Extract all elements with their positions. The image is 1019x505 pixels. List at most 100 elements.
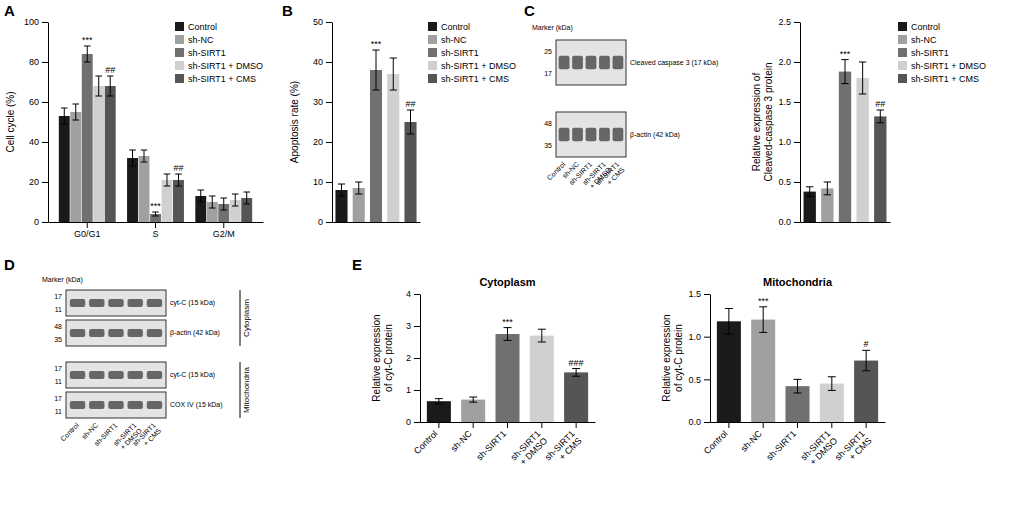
x-tick: sh-SIRT1+ DMSO xyxy=(509,422,550,469)
x-tick: Control xyxy=(412,422,440,456)
bar xyxy=(404,122,416,222)
y-tick: 2 xyxy=(406,353,420,363)
x-tick-label: S xyxy=(152,229,158,239)
y-tick: 1.0 xyxy=(778,137,800,147)
y-axis-title: Cell cycle (%) xyxy=(5,91,16,152)
blot-band xyxy=(128,371,143,379)
x-tick-label: G2/M xyxy=(213,229,235,239)
legend-label: sh-SIRT1 + CMS xyxy=(188,74,256,84)
y-tick-label: 20 xyxy=(29,177,39,187)
y-axis-line xyxy=(710,295,711,423)
legend-swatch xyxy=(175,22,184,31)
text-line: sh-SIRT1 xyxy=(474,429,508,463)
blot-band xyxy=(108,329,123,337)
y-tick: 2.0 xyxy=(778,57,800,67)
bracket xyxy=(240,290,241,346)
bar xyxy=(127,158,138,222)
y-tick-mark xyxy=(414,422,420,423)
y-axis-title: Relative expressionof cyt-C protein xyxy=(371,314,394,401)
marker-label: 11 xyxy=(55,378,62,385)
legend-swatch xyxy=(898,74,907,83)
text-line: Control xyxy=(59,421,80,442)
error-bar xyxy=(84,46,91,62)
chart-title: Cytoplasm xyxy=(479,276,535,288)
y-tick-label: 1.5 xyxy=(688,289,701,299)
y-tick: 30 xyxy=(313,97,332,107)
blot-band xyxy=(613,128,624,142)
x-tick-label: sh-SIRT1+ CMS xyxy=(543,429,584,470)
text-line: Cleaved-caspase 3 protein xyxy=(763,63,774,182)
y-tick: 40 xyxy=(29,137,48,147)
y-tick-label: 80 xyxy=(29,57,39,67)
y-tick-label: 2.0 xyxy=(778,57,791,67)
annotation: ## xyxy=(875,99,885,109)
text-line: + CMS xyxy=(606,166,626,186)
y-tick-mark xyxy=(42,182,48,183)
y-tick-label: 1.5 xyxy=(778,97,791,107)
bar xyxy=(874,116,886,222)
panel-label: D xyxy=(4,256,15,273)
band-label: β-actin (42 kDa) xyxy=(630,131,680,139)
error-bar xyxy=(862,350,870,370)
blot-band xyxy=(70,329,85,337)
error-bar xyxy=(164,174,171,186)
text-line: Control xyxy=(412,429,440,457)
y-tick: 4 xyxy=(406,289,420,299)
x-axis: Controlsh-NCsh-SIRT1sh-SIRT1+ DMSOsh-SIR… xyxy=(702,422,886,469)
y-tick-mark xyxy=(794,222,800,223)
side-label: Mitochondria xyxy=(242,367,251,413)
y-tick: 50 xyxy=(313,17,332,27)
x-tick-label: sh-NC xyxy=(739,428,764,453)
legend-label: sh-SIRT1 xyxy=(441,48,479,58)
legend-swatch xyxy=(175,61,184,70)
blot-band xyxy=(128,299,143,307)
blot-band xyxy=(128,329,143,337)
x-tick: sh-SIRT1 xyxy=(764,422,798,462)
plot-area xyxy=(804,60,887,222)
y-tick-mark xyxy=(794,142,800,143)
annotation: *** xyxy=(371,39,382,49)
x-axis: Controlsh-NCsh-SIRT1sh-SIRT1+ DMSOsh-SIR… xyxy=(412,422,596,469)
marker-label: 17 xyxy=(54,293,62,300)
error-bar xyxy=(372,50,379,90)
x-tick: S xyxy=(152,222,158,239)
y-tick-label: 40 xyxy=(313,57,323,67)
legend-label: sh-NC xyxy=(441,35,467,45)
bar xyxy=(139,156,150,222)
y-tick: 0 xyxy=(318,217,332,227)
error-bar xyxy=(129,150,136,166)
y-tick: 40 xyxy=(313,57,332,67)
legend-swatch xyxy=(175,35,184,44)
blot-band xyxy=(89,329,104,337)
blot-band xyxy=(70,299,85,307)
blot-band xyxy=(586,56,597,70)
annotation: ## xyxy=(173,163,183,173)
y-tick-mark xyxy=(704,337,710,338)
blot-band xyxy=(108,371,123,379)
y-axis-title: Relative expressionof cyt-C protein xyxy=(661,314,684,401)
marker-label: 35 xyxy=(54,336,62,343)
marker-label: 11 xyxy=(55,408,62,415)
legend-label: sh-SIRT1 + CMS xyxy=(441,74,509,84)
x-axis-line xyxy=(333,222,421,223)
y-tick-mark xyxy=(42,142,48,143)
error-bar xyxy=(794,379,802,393)
annotation: ## xyxy=(406,99,416,109)
legend-swatch xyxy=(898,22,907,31)
x-axis xyxy=(801,222,891,223)
text-line: of cyt-C protein xyxy=(673,324,684,392)
error-bar xyxy=(107,76,114,96)
legend-item: sh-NC xyxy=(898,35,937,45)
legend-label: sh-SIRT1 + DMSO xyxy=(911,61,986,71)
y-tick: 1.5 xyxy=(688,289,710,299)
error-bar xyxy=(243,192,250,204)
x-tick-mark xyxy=(576,422,577,428)
annotation: *** xyxy=(840,49,851,59)
marker-label: 25 xyxy=(544,48,552,55)
y-tick-mark xyxy=(794,62,800,63)
y-tick-mark xyxy=(414,326,420,327)
y-axis: 0.00.51.01.5 xyxy=(688,289,710,427)
blot-membrane xyxy=(66,290,166,316)
y-axis: 01020304050 xyxy=(313,17,333,227)
y-tick-label: 0.0 xyxy=(688,417,701,427)
